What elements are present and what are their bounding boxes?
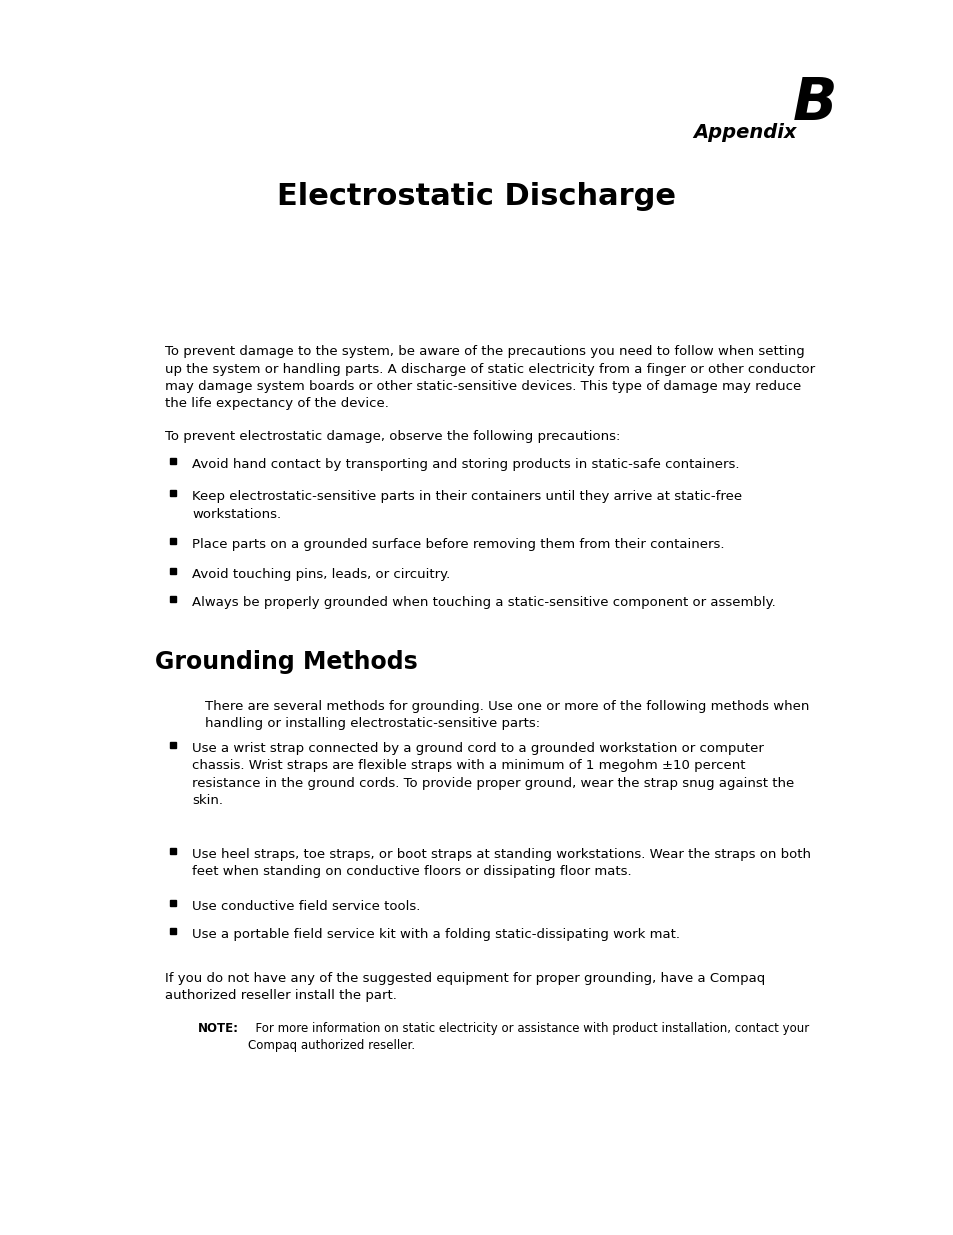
Text: To prevent damage to the system, be aware of the precautions you need to follow : To prevent damage to the system, be awar… [165, 345, 814, 410]
Text: Grounding Methods: Grounding Methods [154, 650, 417, 674]
Text: Always be properly grounded when touching a static-sensitive component or assemb: Always be properly grounded when touchin… [192, 597, 775, 609]
Text: Use a wrist strap connected by a ground cord to a grounded workstation or comput: Use a wrist strap connected by a ground … [192, 742, 794, 808]
Bar [170, 538, 175, 543]
Bar [170, 568, 175, 574]
Text: Use conductive field service tools.: Use conductive field service tools. [192, 900, 420, 913]
Text: B: B [792, 75, 837, 132]
Bar [170, 490, 175, 496]
Text: Use a portable field service kit with a folding static-dissipating work mat.: Use a portable field service kit with a … [192, 927, 679, 941]
Text: NOTE:: NOTE: [198, 1023, 239, 1035]
Text: To prevent electrostatic damage, observe the following precautions:: To prevent electrostatic damage, observe… [165, 430, 619, 443]
Text: Place parts on a grounded surface before removing them from their containers.: Place parts on a grounded surface before… [192, 538, 723, 551]
Text: Appendix: Appendix [692, 124, 802, 142]
Bar [170, 927, 175, 934]
Text: Keep electrostatic-sensitive parts in their containers until they arrive at stat: Keep electrostatic-sensitive parts in th… [192, 490, 741, 520]
Text: Electrostatic Discharge: Electrostatic Discharge [277, 182, 676, 211]
Bar [170, 900, 175, 906]
Text: If you do not have any of the suggested equipment for proper grounding, have a C: If you do not have any of the suggested … [165, 972, 764, 1003]
Bar [170, 742, 175, 748]
Text: Avoid touching pins, leads, or circuitry.: Avoid touching pins, leads, or circuitry… [192, 568, 450, 580]
Bar [170, 848, 175, 853]
Text: Use heel straps, toe straps, or boot straps at standing workstations. Wear the s: Use heel straps, toe straps, or boot str… [192, 848, 810, 878]
Bar [170, 458, 175, 464]
Text: There are several methods for grounding. Use one or more of the following method: There are several methods for grounding.… [205, 700, 808, 730]
Text: Avoid hand contact by transporting and storing products in static-safe container: Avoid hand contact by transporting and s… [192, 458, 739, 471]
Text: For more information on static electricity or assistance with product installati: For more information on static electrici… [248, 1023, 808, 1052]
Bar [170, 597, 175, 601]
